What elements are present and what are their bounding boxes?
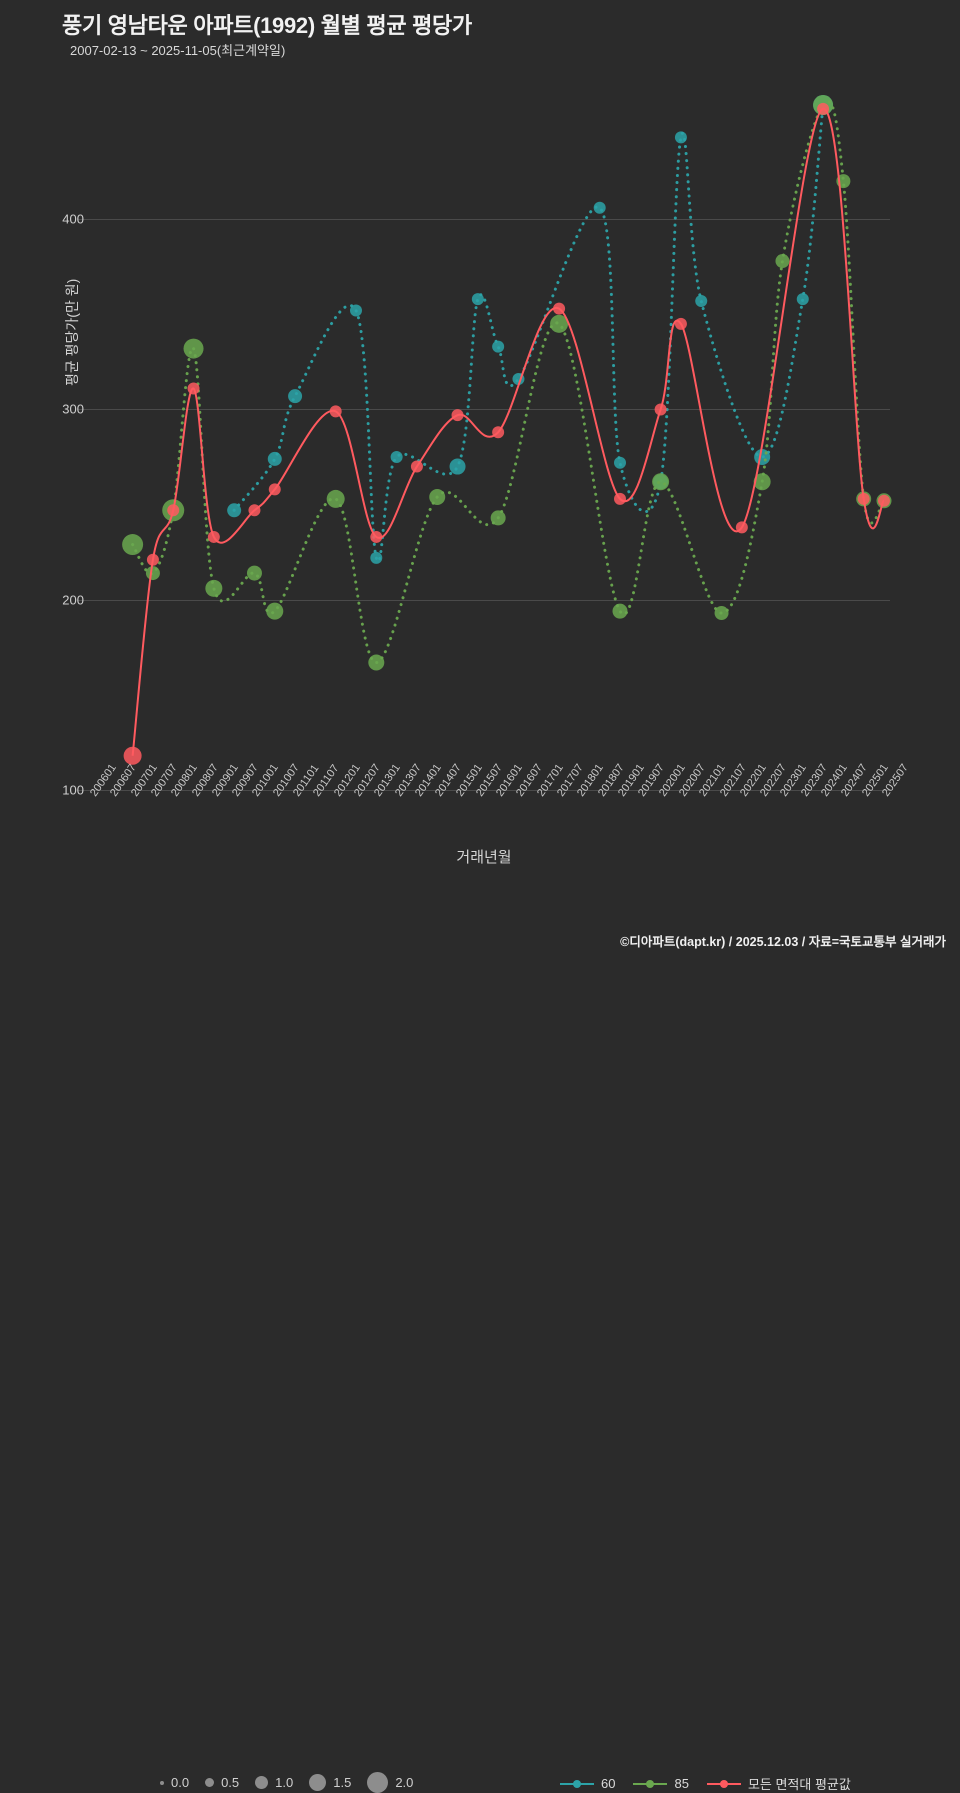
data-point[interactable] (490, 510, 506, 526)
data-point[interactable] (695, 295, 708, 308)
series-line (131, 107, 885, 756)
data-point[interactable] (714, 606, 729, 621)
data-point[interactable] (370, 530, 383, 543)
data-point[interactable] (227, 503, 242, 518)
data-point[interactable] (652, 473, 670, 491)
plot-area: 평균 평당가(만 원) 100 200 300 400 200601 200607 200… (62, 86, 911, 866)
data-point[interactable] (492, 340, 505, 353)
size-legend-item: 1.5 (309, 1774, 351, 1791)
data-point[interactable] (205, 579, 223, 597)
legend-swatch (706, 1779, 741, 1788)
data-point[interactable] (123, 746, 142, 765)
size-legend-dot (160, 1780, 164, 1785)
legend-item[interactable]: 모든 면적대 평균값 (706, 1774, 851, 1793)
data-point[interactable] (207, 530, 220, 543)
data-point[interactable] (368, 654, 385, 671)
data-point[interactable] (857, 492, 870, 505)
legend-item[interactable]: 85 (633, 1776, 689, 1791)
chart-container: 풍기 영남타운 아파트(1992) 월별 평균 평당가 2007-02-13 ~… (0, 13, 960, 1793)
data-point[interactable] (267, 451, 282, 466)
data-point[interactable] (735, 521, 748, 534)
data-point[interactable] (550, 314, 569, 333)
size-legend-dot (367, 1772, 389, 1793)
chart-subtitle: 2007-02-13 ~ 2025-11-05(최근계약일) (70, 43, 286, 58)
x-axis-label: 거래년월 (456, 849, 512, 866)
data-point[interactable] (350, 304, 362, 317)
gridline (78, 599, 890, 601)
data-point[interactable] (654, 403, 667, 416)
gridline (78, 219, 890, 221)
series-legend: 60 85 모든 면적대 평균값 (560, 1774, 851, 1793)
data-point[interactable] (775, 254, 790, 269)
legend-item[interactable]: 60 (560, 1776, 615, 1791)
data-point[interactable] (122, 534, 144, 556)
data-point[interactable] (410, 460, 423, 473)
size-legend-label: 0.0 (171, 1775, 190, 1790)
size-legend-label: 2.0 (395, 1775, 414, 1790)
data-point[interactable] (326, 489, 345, 508)
data-point[interactable] (183, 338, 204, 359)
size-legend-item: 0.0 (160, 1775, 189, 1790)
y-tick-label: 100 (62, 782, 84, 798)
series-line (232, 103, 825, 563)
data-point[interactable] (268, 483, 281, 496)
data-point[interactable] (796, 293, 809, 306)
data-point[interactable] (429, 488, 446, 505)
data-point[interactable] (248, 504, 261, 517)
data-point[interactable] (878, 494, 890, 507)
data-point[interactable] (266, 602, 284, 620)
data-point[interactable] (449, 458, 466, 475)
data-point[interactable] (754, 449, 771, 466)
legend: 0.0 0.5 1.0 1.5 2.0 60 85 모든 면적대 평균값 (0, 884, 960, 1793)
size-legend: 0.0 0.5 1.0 1.5 2.0 (160, 1772, 423, 1793)
data-point[interactable] (612, 603, 628, 619)
size-legend-label: 0.5 (221, 1775, 240, 1790)
size-legend-dot (205, 1778, 215, 1787)
y-tick-label: 400 (62, 211, 84, 227)
size-legend-item: 2.0 (367, 1772, 413, 1793)
data-point[interactable] (553, 302, 566, 315)
gridline (78, 790, 890, 791)
series-layer (122, 95, 892, 765)
y-tick-label: 300 (62, 401, 84, 417)
gridline (78, 409, 890, 411)
y-tick-label: 200 (62, 592, 84, 608)
footer-credit: ©디아파트(dapt.kr) / 2025.12.03 / 자료=국토교통부 실… (620, 935, 946, 949)
data-point[interactable] (329, 405, 342, 418)
page-title: 풍기 영남타운 아파트(1992) 월별 평균 평당가 (62, 13, 472, 38)
legend-label: 60 (601, 1776, 616, 1791)
data-point[interactable] (451, 409, 464, 422)
data-point[interactable] (674, 317, 687, 330)
legend-label: 모든 면적대 평균값 (747, 1777, 851, 1792)
data-point[interactable] (390, 451, 403, 464)
data-point[interactable] (187, 382, 200, 395)
data-point[interactable] (753, 473, 771, 491)
size-legend-label: 1.5 (333, 1775, 352, 1790)
data-point[interactable] (471, 293, 484, 306)
data-point[interactable] (492, 426, 505, 439)
size-legend-label: 1.0 (275, 1775, 294, 1790)
data-point[interactable] (614, 492, 626, 505)
legend-swatch (560, 1779, 594, 1788)
data-point[interactable] (593, 201, 606, 214)
data-point[interactable] (145, 566, 160, 581)
size-legend-dot (309, 1774, 327, 1791)
data-point[interactable] (674, 131, 687, 144)
series-line (131, 99, 886, 665)
size-legend-item: 0.5 (205, 1775, 239, 1790)
size-legend-item: 1.0 (255, 1775, 293, 1790)
data-point[interactable] (246, 565, 262, 581)
size-legend-dot (255, 1776, 269, 1789)
legend-swatch (633, 1779, 668, 1788)
data-point[interactable] (146, 553, 159, 566)
data-point[interactable] (288, 389, 303, 404)
data-point[interactable] (370, 551, 383, 564)
data-point[interactable] (167, 504, 180, 517)
data-point[interactable] (817, 102, 830, 115)
data-point[interactable] (614, 456, 626, 469)
legend-label: 85 (674, 1776, 689, 1791)
